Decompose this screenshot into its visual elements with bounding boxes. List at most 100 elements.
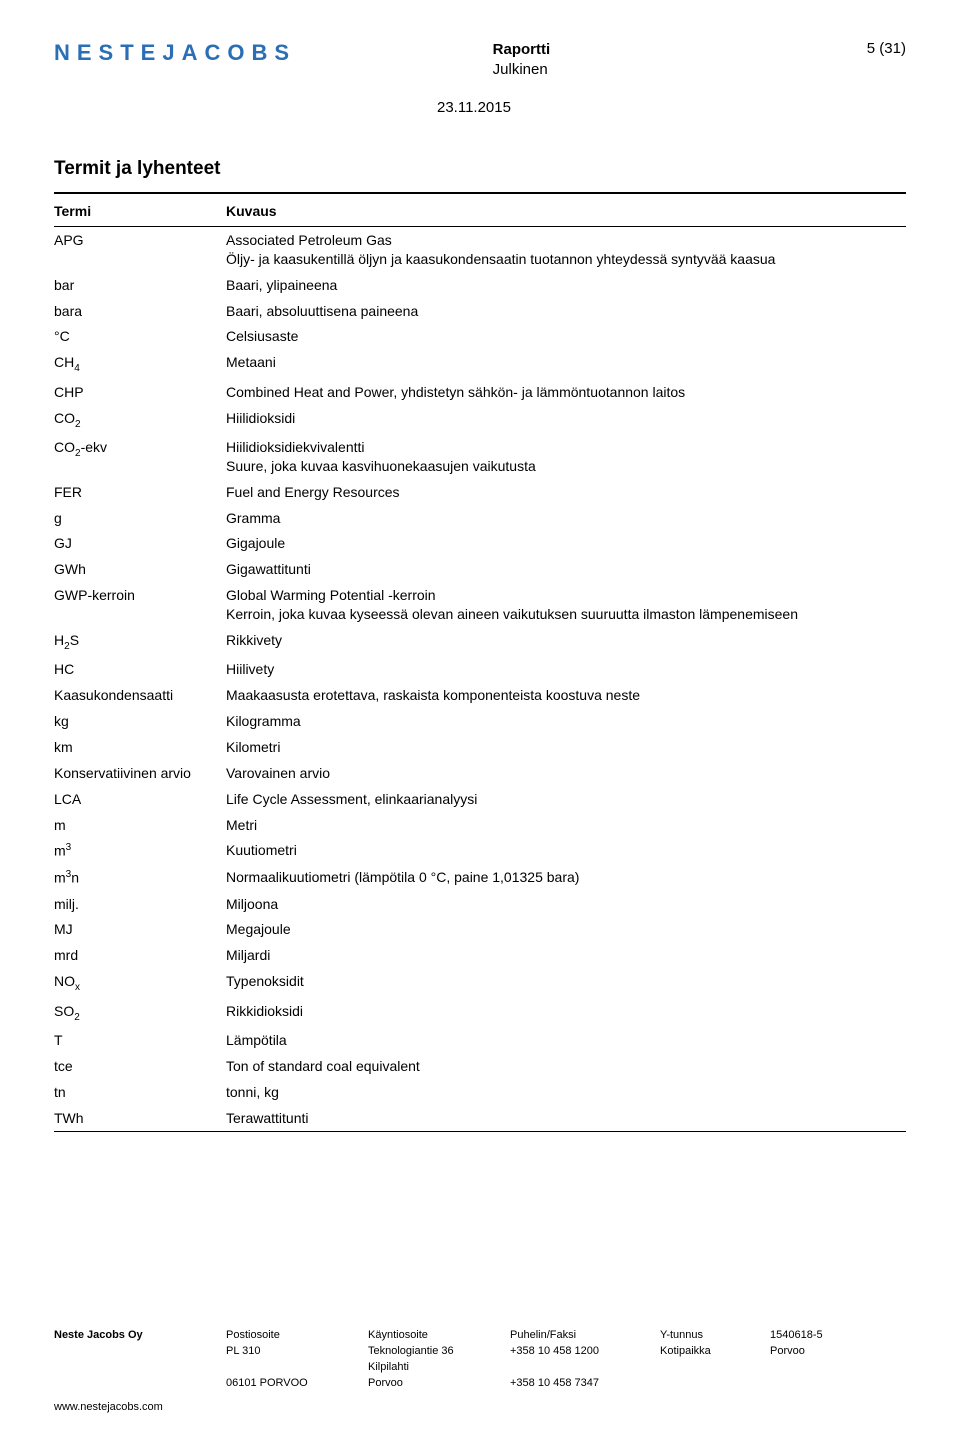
term-cell: CO2 bbox=[54, 409, 226, 431]
term-cell: bara bbox=[54, 302, 226, 321]
table-row: m3Kuutiometri bbox=[54, 838, 906, 865]
footer-postal-l1: PL 310 bbox=[226, 1344, 350, 1360]
table-row: CHPCombined Heat and Power, yhdistetyn s… bbox=[54, 379, 906, 405]
term-cell: g bbox=[54, 509, 226, 528]
term-cell: tce bbox=[54, 1057, 226, 1076]
term-cell: Kaasukondensaatti bbox=[54, 686, 226, 705]
term-cell: km bbox=[54, 738, 226, 757]
term-cell: kg bbox=[54, 712, 226, 731]
footer-ytunnus-value: 1540618-5 bbox=[770, 1328, 888, 1344]
table-row: kgKilogramma bbox=[54, 709, 906, 735]
footer-ytunnus-head: Y-tunnus bbox=[660, 1328, 752, 1344]
doc-classification: Julkinen bbox=[493, 60, 551, 80]
term-cell: mrd bbox=[54, 946, 226, 965]
table-header: Termi Kuvaus bbox=[54, 194, 906, 227]
desc-cell: Combined Heat and Power, yhdistetyn sähk… bbox=[226, 383, 906, 402]
doc-type: Raportti bbox=[493, 40, 551, 60]
col-header-desc: Kuvaus bbox=[226, 202, 906, 221]
desc-cell: tonni, kg bbox=[226, 1083, 906, 1102]
desc-cell: Gigawattitunti bbox=[226, 560, 906, 579]
term-cell: CO2-ekv bbox=[54, 438, 226, 476]
term-cell: m bbox=[54, 816, 226, 835]
term-cell: m3n bbox=[54, 868, 226, 888]
term-cell: GWh bbox=[54, 560, 226, 579]
table-row: mMetri bbox=[54, 812, 906, 838]
doc-date: 23.11.2015 bbox=[437, 99, 906, 116]
table-row: SO2Rikkidioksidi bbox=[54, 998, 906, 1027]
table-row: m3nNormaalikuutiometri (lämpötila 0 °C, … bbox=[54, 865, 906, 892]
table-row: HCHiilivety bbox=[54, 657, 906, 683]
desc-cell: Ton of standard coal equivalent bbox=[226, 1057, 906, 1076]
term-cell: m3 bbox=[54, 841, 226, 861]
col-header-term: Termi bbox=[54, 202, 226, 221]
table-row: H2SRikkivety bbox=[54, 627, 906, 656]
table-row: GJGigajoule bbox=[54, 531, 906, 557]
desc-cell: HiilidioksidiekvivalenttiSuure, joka kuv… bbox=[226, 438, 906, 476]
header-center: Raportti Julkinen bbox=[493, 40, 551, 81]
desc-cell: Celsiusaste bbox=[226, 327, 906, 346]
footer-phone-l1: +358 10 458 1200 bbox=[510, 1344, 642, 1360]
table-row: FERFuel and Energy Resources bbox=[54, 479, 906, 505]
footer-postal-head: Postiosoite bbox=[226, 1328, 350, 1344]
desc-cell: Kuutiometri bbox=[226, 841, 906, 861]
table-row: °CCelsiusaste bbox=[54, 324, 906, 350]
term-cell: TWh bbox=[54, 1109, 226, 1128]
desc-cell: Life Cycle Assessment, elinkaarianalyysi bbox=[226, 790, 906, 809]
desc-cell: Normaalikuutiometri (lämpötila 0 °C, pai… bbox=[226, 868, 906, 888]
desc-cell: Miljoona bbox=[226, 895, 906, 914]
table-row: TWhTerawattitunti bbox=[54, 1105, 906, 1131]
table-row: CO2-ekvHiilidioksidiekvivalenttiSuure, j… bbox=[54, 434, 906, 479]
table-row: barBaari, ylipaineena bbox=[54, 272, 906, 298]
table-row: APGAssociated Petroleum GasÖljy- ja kaas… bbox=[54, 227, 906, 272]
table-row: MJMegajoule bbox=[54, 917, 906, 943]
term-cell: milj. bbox=[54, 895, 226, 914]
desc-cell: Rikkidioksidi bbox=[226, 1002, 906, 1024]
term-cell: T bbox=[54, 1031, 226, 1050]
desc-cell: Megajoule bbox=[226, 920, 906, 939]
table-row: TLämpötila bbox=[54, 1027, 906, 1053]
footer-company: Neste Jacobs Oy bbox=[54, 1328, 208, 1344]
term-cell: MJ bbox=[54, 920, 226, 939]
table-row: CH4Metaani bbox=[54, 350, 906, 379]
term-cell: LCA bbox=[54, 790, 226, 809]
desc-cell: Global Warming Potential -kerroinKerroin… bbox=[226, 586, 906, 624]
table-row: baraBaari, absoluuttisena paineena bbox=[54, 298, 906, 324]
desc-cell: Baari, ylipaineena bbox=[226, 276, 906, 295]
term-cell: APG bbox=[54, 231, 226, 269]
table-row: milj.Miljoona bbox=[54, 891, 906, 917]
desc-cell: Kilogramma bbox=[226, 712, 906, 731]
term-cell: SO2 bbox=[54, 1002, 226, 1024]
desc-cell: Terawattitunti bbox=[226, 1109, 906, 1128]
footer-postal-l3: 06101 PORVOO bbox=[226, 1376, 350, 1392]
desc-cell: Rikkivety bbox=[226, 631, 906, 653]
desc-cell: Miljardi bbox=[226, 946, 906, 965]
section-title: Termit ja lyhenteet bbox=[54, 158, 906, 180]
term-cell: Konservatiivinen arvio bbox=[54, 764, 226, 783]
footer-kotipaikka-value: Porvoo bbox=[770, 1344, 888, 1360]
desc-cell: Fuel and Energy Resources bbox=[226, 483, 906, 502]
terms-table: Termi Kuvaus APGAssociated Petroleum Gas… bbox=[54, 194, 906, 1132]
term-cell: GWP-kerroin bbox=[54, 586, 226, 624]
desc-cell: Gramma bbox=[226, 509, 906, 528]
desc-cell: Maakaasusta erotettava, raskaista kompon… bbox=[226, 686, 906, 705]
term-cell: °C bbox=[54, 327, 226, 346]
term-cell: CH4 bbox=[54, 353, 226, 375]
desc-cell: Varovainen arvio bbox=[226, 764, 906, 783]
page-number: 5 (31) bbox=[867, 40, 906, 57]
desc-cell: Gigajoule bbox=[226, 534, 906, 553]
footer-visit-l1: Teknologiantie 36 bbox=[368, 1344, 492, 1360]
desc-cell: Kilometri bbox=[226, 738, 906, 757]
desc-cell: Hiilivety bbox=[226, 660, 906, 679]
table-row: Konservatiivinen arvioVarovainen arvio bbox=[54, 760, 906, 786]
table-row: tntonni, kg bbox=[54, 1079, 906, 1105]
term-cell: NOx bbox=[54, 972, 226, 994]
desc-cell: Metri bbox=[226, 816, 906, 835]
table-row: kmKilometri bbox=[54, 734, 906, 760]
table-row: GWhGigawattitunti bbox=[54, 557, 906, 583]
footer-kotipaikka-label: Kotipaikka bbox=[660, 1344, 752, 1360]
footer-visit-l2: Kilpilahti bbox=[368, 1360, 492, 1376]
table-row: tceTon of standard coal equivalent bbox=[54, 1053, 906, 1079]
desc-cell: Baari, absoluuttisena paineena bbox=[226, 302, 906, 321]
footer-visit-l3: Porvoo bbox=[368, 1376, 492, 1392]
table-row: KaasukondensaattiMaakaasusta erotettava,… bbox=[54, 683, 906, 709]
